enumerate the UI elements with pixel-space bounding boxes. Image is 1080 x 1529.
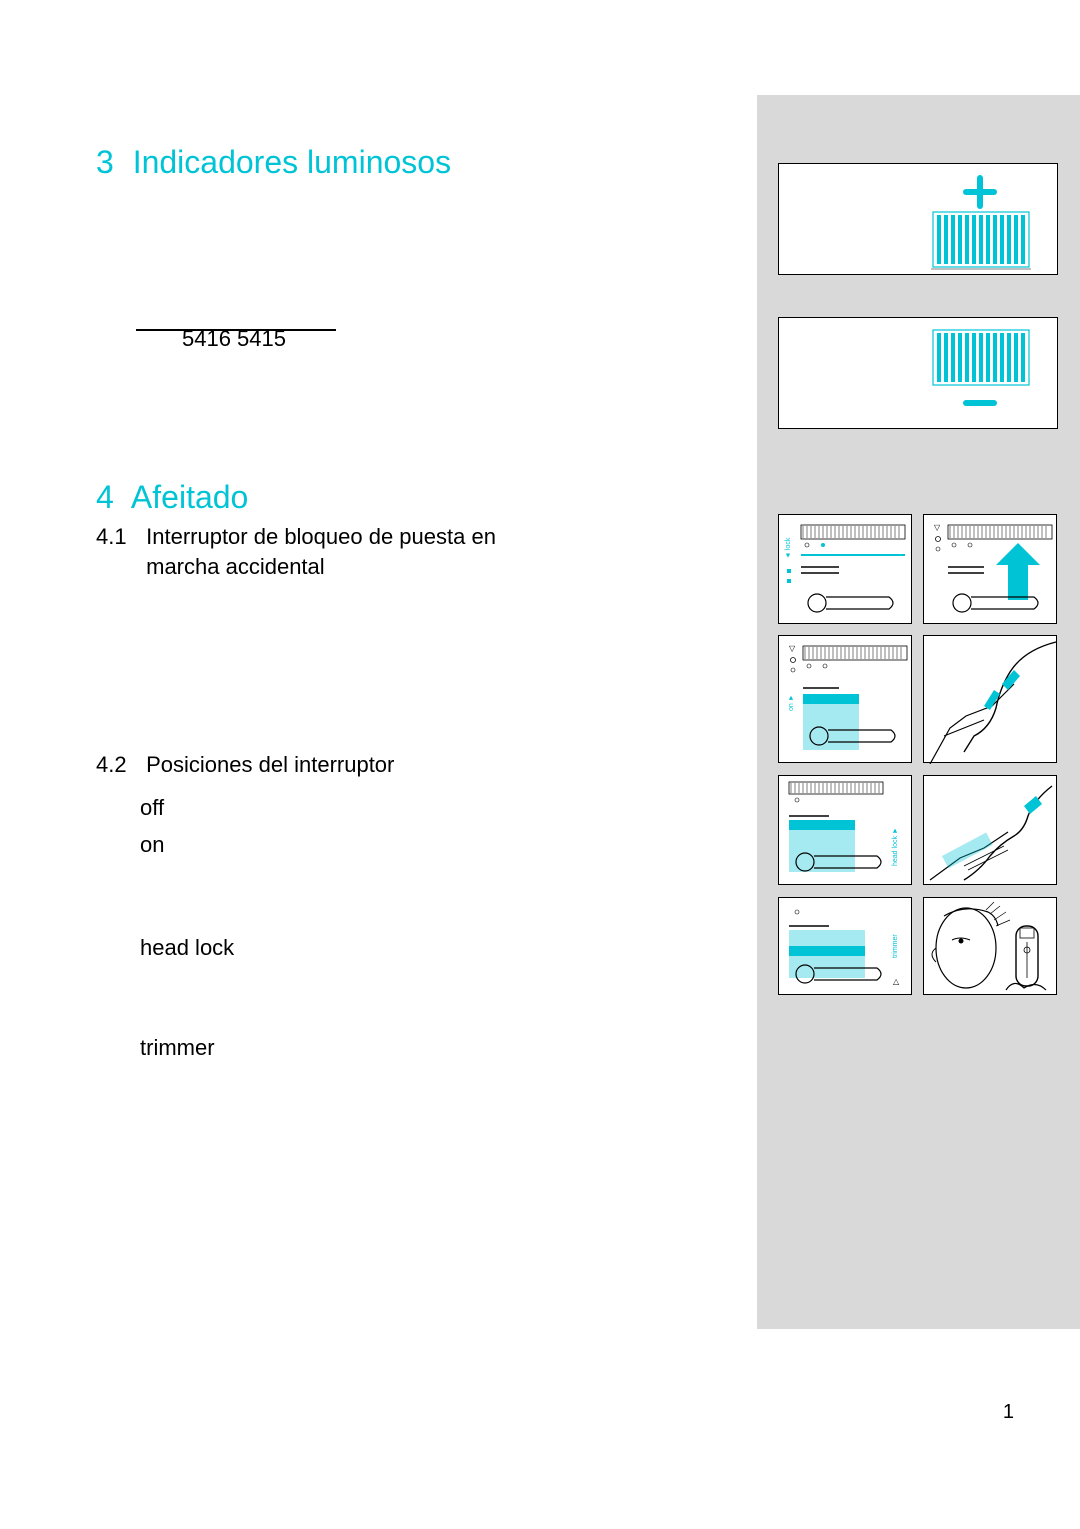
headlock-label: head lock ► [892,827,899,866]
usage-chin-svg [924,636,1058,764]
switch-trimmer-svg: trimmer △ [779,898,913,996]
subsection-4-2: 4.2 Posiciones del interruptor [96,750,506,780]
indicator-minus-panel [778,317,1058,429]
usage-trimmer-panel [923,897,1057,995]
manual-page: 3 Indicadores luminosos 5416 5415 4 Afei… [0,0,1080,1529]
switch-headlock-svg: head lock ► [779,776,913,886]
models-text: 5416 5415 [182,326,286,352]
section-4-title: Afeitado [131,479,248,515]
indicator-minus-svg [779,318,1059,430]
label-trimmer: trimmer [140,1035,215,1061]
subsection-4-1: 4.1 Interruptor de bloqueo de puesta en … [96,522,506,581]
section-3-title: Indicadores luminosos [133,144,451,180]
indicator-plus-svg [779,164,1059,276]
switch-lock-panel: ◄ lock [778,514,912,624]
switch-off-svg: ▽ [924,515,1058,625]
switch-lock-svg: ◄ lock [779,515,913,625]
switch-off-panel: ▽ [923,514,1057,624]
label-headlock: head lock [140,935,234,961]
svg-text:△: △ [893,977,900,986]
label-on: on [140,832,164,858]
sub-4-2-num: 4.2 [96,750,140,780]
section-3-number: 3 [96,144,114,180]
usage-chin-panel [923,635,1057,763]
sub-4-2-text: Posiciones del interruptor [146,750,506,780]
page-number: 1 [1003,1401,1014,1424]
usage-nose-svg [924,776,1058,886]
sub-4-1-num: 4.1 [96,522,140,552]
trimmer-label: trimmer [892,934,899,958]
usage-trimmer-svg [924,898,1058,996]
switch-on-panel: ▽ on ► [778,635,912,763]
svg-text:▽: ▽ [789,644,796,653]
switch-on-svg: ▽ on ► [779,636,913,764]
section-3-heading: 3 Indicadores luminosos [96,144,451,181]
switch-trimmer-panel: trimmer △ [778,897,912,995]
sub-4-1-text: Interruptor de bloqueo de puesta en marc… [146,522,506,581]
section-4-heading: 4 Afeitado [96,479,248,516]
label-off: off [140,795,164,821]
usage-nose-panel [923,775,1057,885]
svg-text:▽: ▽ [934,523,941,532]
lock-label: ◄ lock [785,537,792,559]
section-4-number: 4 [96,479,114,515]
indicator-plus-panel [778,163,1058,275]
switch-headlock-panel: head lock ► [778,775,912,885]
on-label: on ► [788,694,795,711]
diagram-sidebar: ◄ lock ▽ [757,95,1080,1329]
